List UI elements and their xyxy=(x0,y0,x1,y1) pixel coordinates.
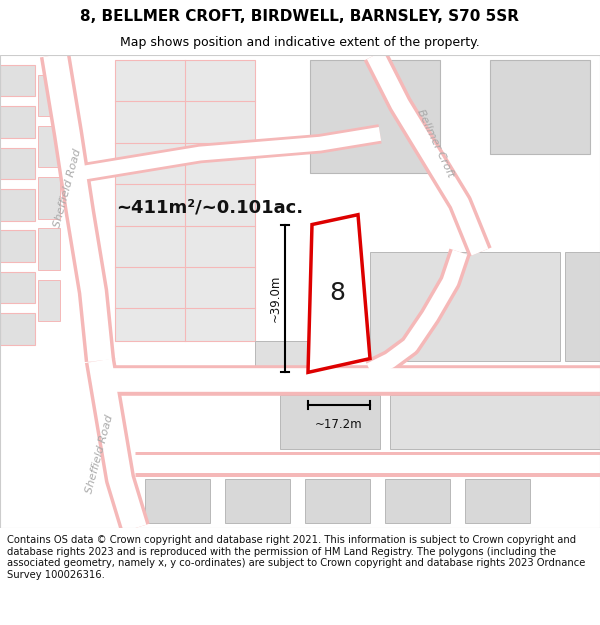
Text: Bellmer Croft: Bellmer Croft xyxy=(415,108,455,179)
Polygon shape xyxy=(0,272,35,303)
Polygon shape xyxy=(565,252,600,361)
Polygon shape xyxy=(38,126,60,168)
Text: Sheffield Road: Sheffield Road xyxy=(53,148,83,229)
Polygon shape xyxy=(225,479,290,523)
Polygon shape xyxy=(310,60,440,173)
Polygon shape xyxy=(465,479,530,523)
Polygon shape xyxy=(115,60,255,341)
Text: ~411m²/~0.101ac.: ~411m²/~0.101ac. xyxy=(116,199,304,217)
Polygon shape xyxy=(38,75,60,116)
Polygon shape xyxy=(305,479,370,523)
Polygon shape xyxy=(255,341,310,380)
Polygon shape xyxy=(0,148,35,179)
Polygon shape xyxy=(145,479,210,523)
Polygon shape xyxy=(385,479,450,523)
Polygon shape xyxy=(490,60,590,154)
Polygon shape xyxy=(280,395,380,449)
Polygon shape xyxy=(38,280,60,321)
Text: Map shows position and indicative extent of the property.: Map shows position and indicative extent… xyxy=(120,36,480,49)
Polygon shape xyxy=(0,231,35,262)
Text: 8, BELLMER CROFT, BIRDWELL, BARNSLEY, S70 5SR: 8, BELLMER CROFT, BIRDWELL, BARNSLEY, S7… xyxy=(80,9,520,24)
Polygon shape xyxy=(38,229,60,270)
Polygon shape xyxy=(38,177,60,219)
Text: ~39.0m: ~39.0m xyxy=(269,275,281,322)
Polygon shape xyxy=(0,313,35,345)
Text: Contains OS data © Crown copyright and database right 2021. This information is : Contains OS data © Crown copyright and d… xyxy=(7,535,586,580)
Polygon shape xyxy=(0,189,35,221)
Polygon shape xyxy=(0,65,35,96)
Polygon shape xyxy=(390,395,600,449)
Text: ~17.2m: ~17.2m xyxy=(315,418,363,431)
Text: 8: 8 xyxy=(329,281,345,304)
Polygon shape xyxy=(308,214,370,372)
Polygon shape xyxy=(0,106,35,138)
Text: Sheffield Road: Sheffield Road xyxy=(85,414,115,494)
Polygon shape xyxy=(370,252,560,361)
